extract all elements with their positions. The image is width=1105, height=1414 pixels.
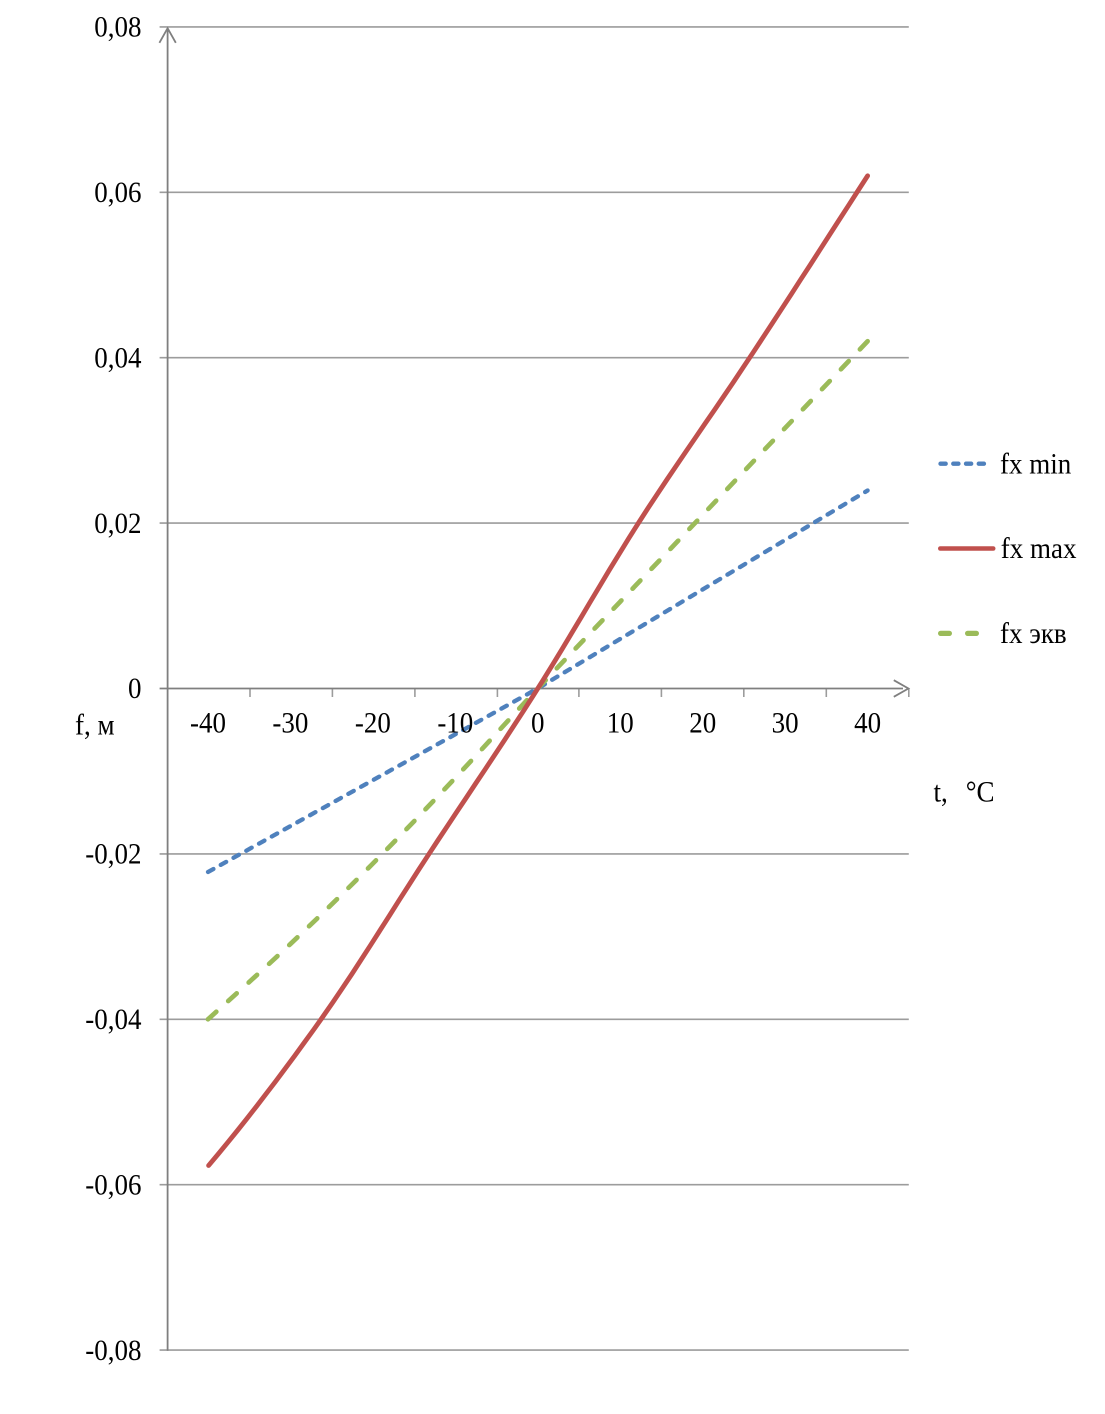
svg-text:-20: -20: [355, 708, 391, 740]
svg-text:0,08: 0,08: [94, 12, 141, 44]
svg-text:fx min: fx min: [1000, 448, 1071, 480]
svg-text:-30: -30: [272, 708, 308, 740]
svg-text:fx max: fx max: [1001, 533, 1077, 565]
svg-text:t,°C: t, °C: [934, 776, 995, 808]
svg-text:-10: -10: [437, 708, 473, 740]
svg-text:40: 40: [854, 708, 881, 740]
svg-text:-0,06: -0,06: [85, 1169, 141, 1201]
svg-text:0: 0: [128, 673, 142, 705]
svg-text:-0,08: -0,08: [85, 1335, 141, 1367]
svg-text:-0,02: -0,02: [85, 839, 141, 871]
svg-text:0: 0: [531, 708, 545, 740]
svg-text:30: 30: [772, 708, 799, 740]
svg-text:10: 10: [607, 708, 634, 740]
svg-text:0,02: 0,02: [94, 508, 141, 540]
svg-text:0,04: 0,04: [94, 342, 141, 374]
svg-text:20: 20: [689, 708, 716, 740]
svg-text:f, м: f, м: [75, 709, 115, 741]
svg-text:fx экв: fx экв: [1000, 618, 1067, 650]
svg-text:-0,04: -0,04: [85, 1004, 141, 1036]
svg-text:-40: -40: [190, 708, 226, 740]
svg-text:0,06: 0,06: [94, 177, 141, 209]
